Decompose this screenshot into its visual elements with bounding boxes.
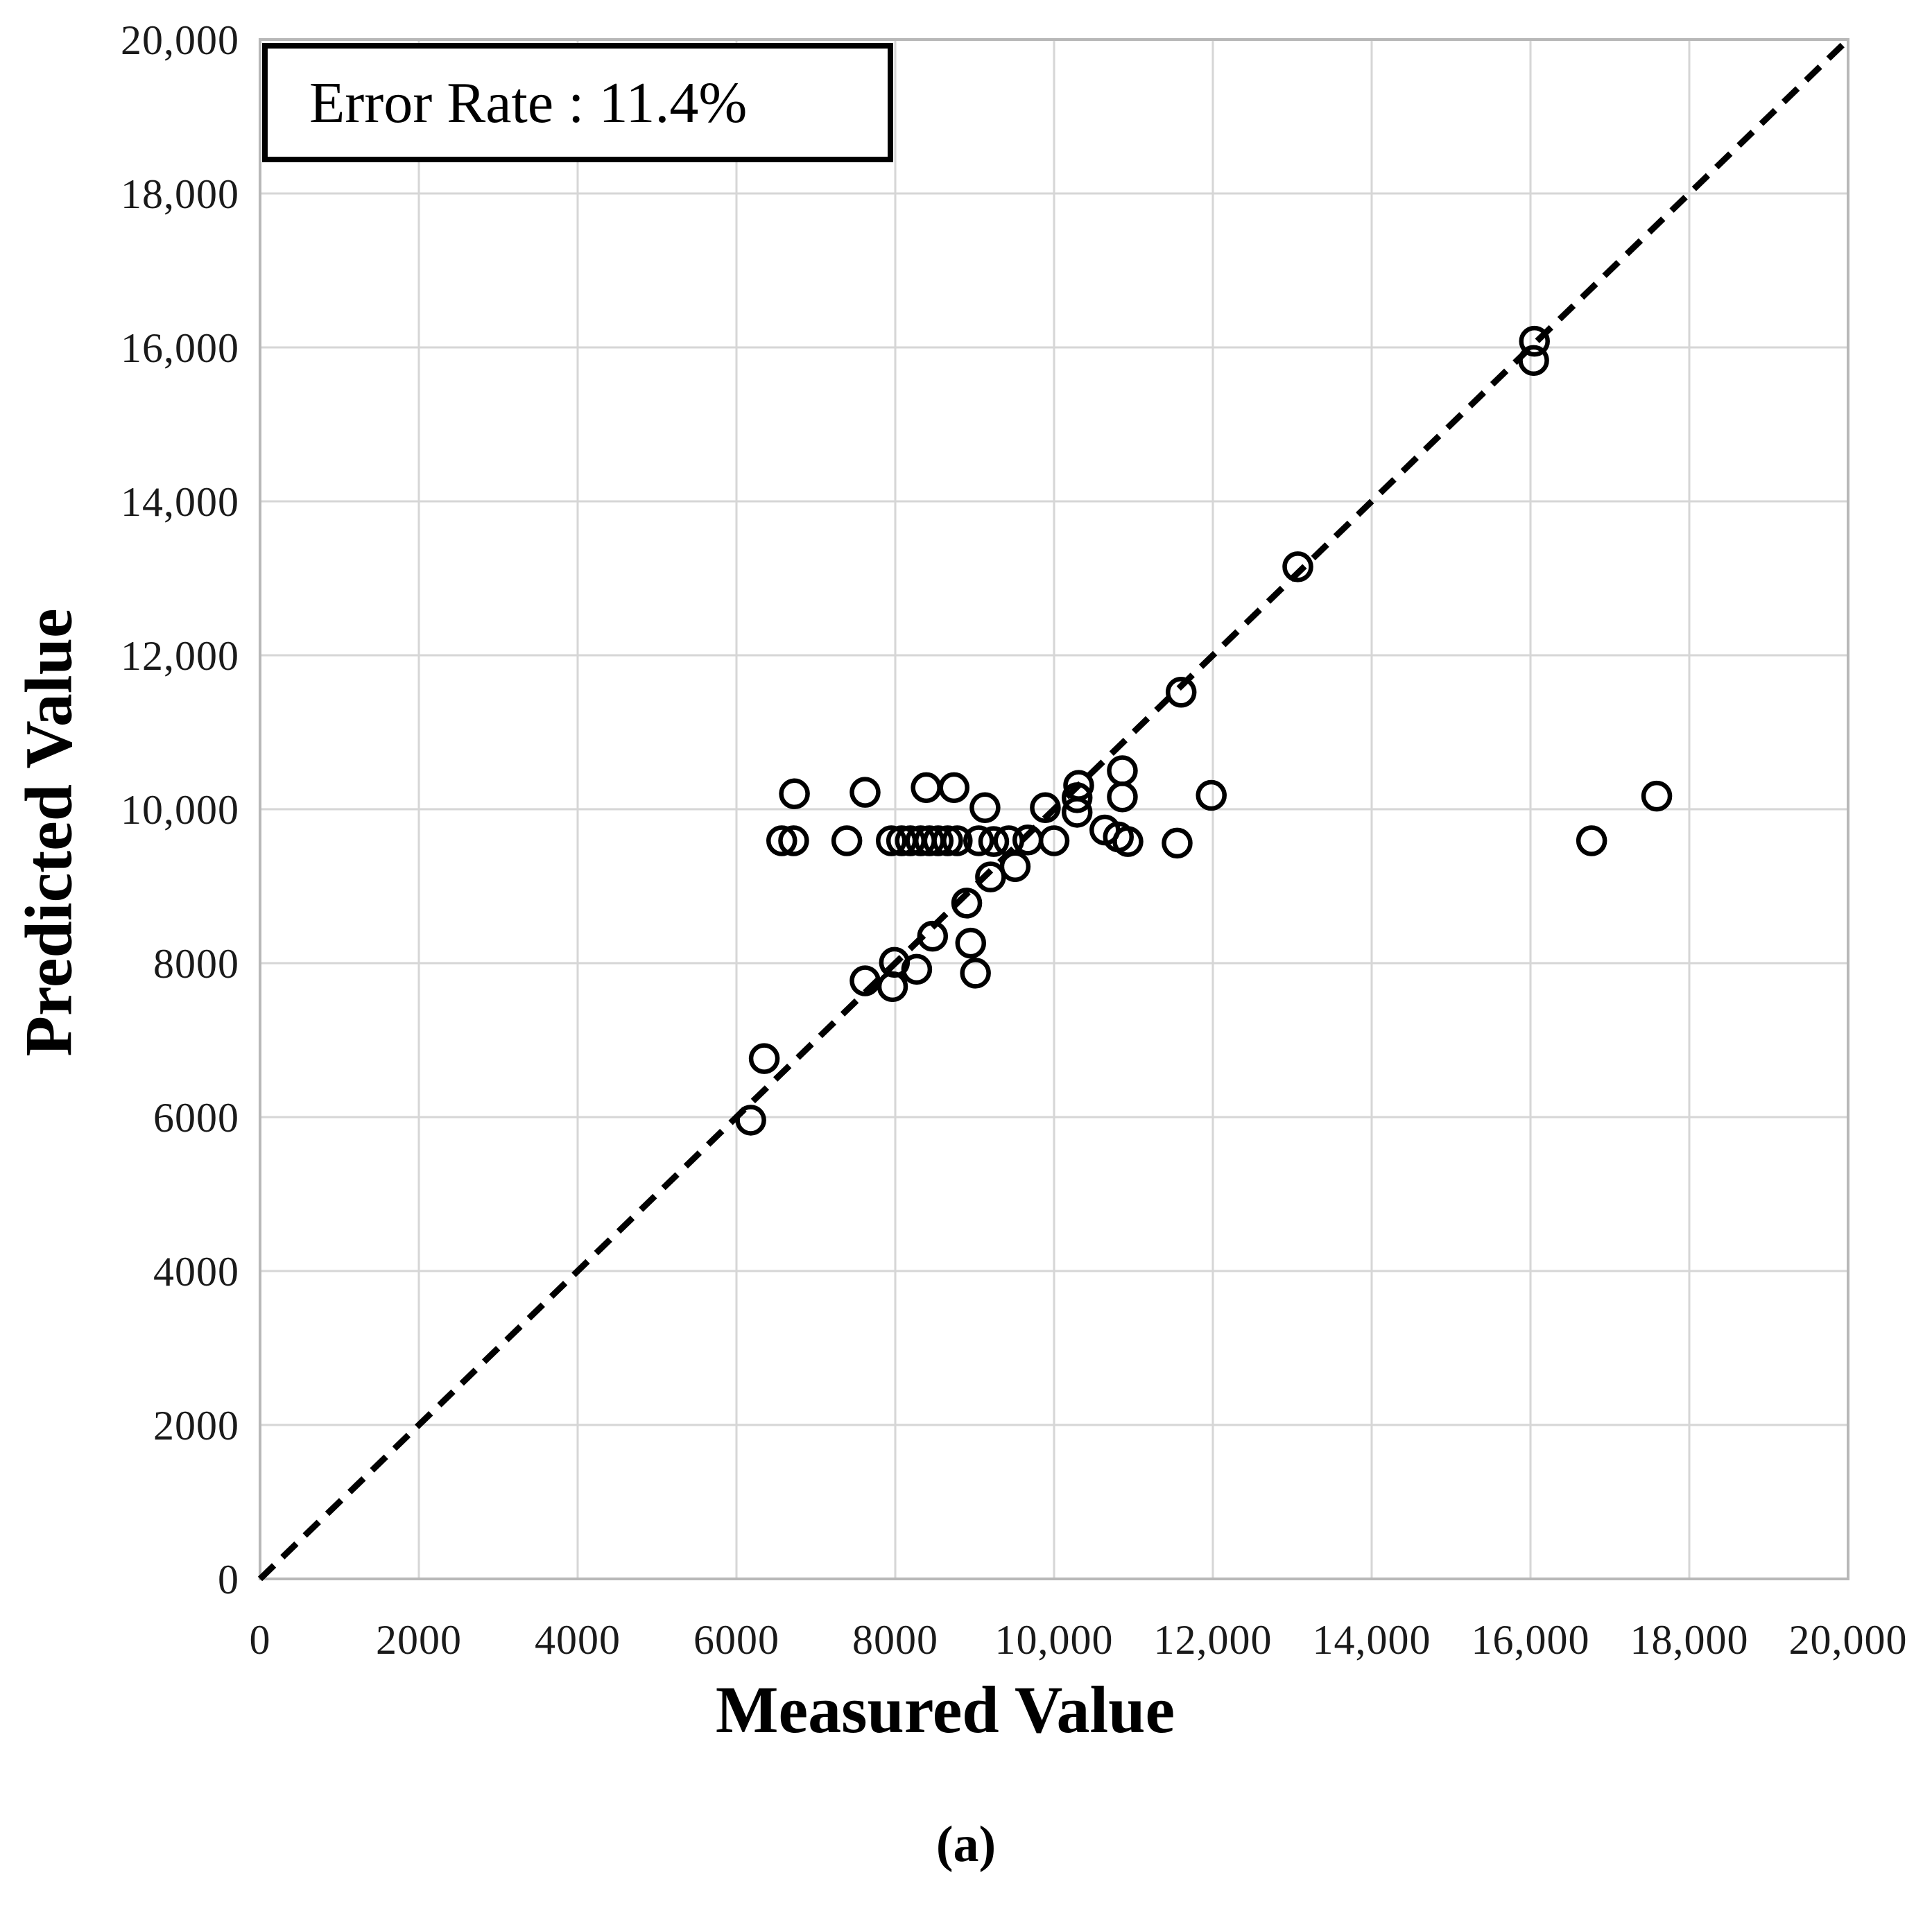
- data-point: [1112, 826, 1144, 857]
- x-axis-title: Measured Value: [715, 1673, 1175, 1747]
- data-point: [735, 1105, 766, 1136]
- data-point: [1576, 825, 1607, 856]
- error-rate-box: Error Rate : 11.4%: [262, 43, 893, 162]
- data-point: [1038, 825, 1070, 856]
- data-point: [1165, 677, 1197, 708]
- y-tick-label: 8000: [153, 941, 239, 987]
- error-rate-label: Error Rate : 11.4%: [309, 70, 748, 135]
- data-point: [778, 825, 809, 856]
- x-tick-label: 2000: [376, 1617, 462, 1663]
- data-point: [901, 953, 933, 985]
- data-point: [942, 825, 973, 856]
- data-point: [1061, 782, 1093, 813]
- x-tick-label: 0: [250, 1617, 271, 1663]
- data-point: [1519, 325, 1550, 357]
- data-point: [922, 825, 954, 856]
- data-point: [917, 920, 949, 952]
- data-point: [963, 825, 994, 856]
- x-tick-label: 8000: [852, 1617, 938, 1663]
- data-point: [876, 825, 907, 856]
- data-point: [1196, 779, 1227, 811]
- y-tick-label: 14,000: [121, 479, 239, 525]
- y-tick-label: 20,000: [121, 17, 239, 63]
- x-tick-label: 10,000: [995, 1617, 1114, 1663]
- data-point: [978, 826, 1010, 857]
- plot-border: [259, 38, 1849, 1580]
- x-tick-label: 6000: [693, 1617, 779, 1663]
- y-tick-label: 18,000: [121, 171, 239, 217]
- x-tick-label: 14,000: [1313, 1617, 1431, 1663]
- x-tick-label: 12,000: [1154, 1617, 1273, 1663]
- data-point: [1107, 755, 1138, 786]
- data-point: [951, 888, 983, 919]
- x-tick-label: 18,000: [1630, 1617, 1749, 1663]
- x-tick-label: 16,000: [1472, 1617, 1590, 1663]
- data-point: [831, 825, 863, 856]
- data-point: [999, 851, 1031, 882]
- data-point: [938, 772, 969, 804]
- data-point: [911, 772, 942, 804]
- figure-caption: (a): [935, 1816, 997, 1873]
- y-tick-label: 0: [218, 1557, 239, 1602]
- data-point: [1107, 781, 1138, 813]
- data-point: [975, 861, 1006, 892]
- y-tick-label: 10,000: [121, 787, 239, 833]
- data-point: [748, 1043, 780, 1074]
- y-tick-label: 4000: [153, 1249, 239, 1295]
- data-point: [766, 825, 797, 856]
- data-point: [1641, 780, 1673, 812]
- data-point: [960, 958, 991, 989]
- data-point: [779, 778, 810, 810]
- data-point: [1282, 551, 1313, 582]
- data-point: [1162, 827, 1193, 859]
- x-tick-label: 4000: [535, 1617, 621, 1663]
- y-tick-label: 6000: [153, 1095, 239, 1141]
- data-point: [1061, 797, 1093, 828]
- data-point: [849, 777, 881, 808]
- x-tick-label: 20,000: [1789, 1617, 1908, 1663]
- data-point: [955, 927, 987, 959]
- data-point: [1518, 345, 1549, 377]
- y-tick-label: 2000: [153, 1403, 239, 1449]
- data-point: [932, 825, 963, 856]
- data-point: [969, 792, 1001, 824]
- identity-reference-line: [257, 37, 1851, 1582]
- y-tick-label: 16,000: [121, 325, 239, 371]
- y-tick-label: 12,000: [121, 633, 239, 679]
- data-point: [1030, 792, 1061, 824]
- y-axis-title: Predicted Value: [11, 608, 86, 1057]
